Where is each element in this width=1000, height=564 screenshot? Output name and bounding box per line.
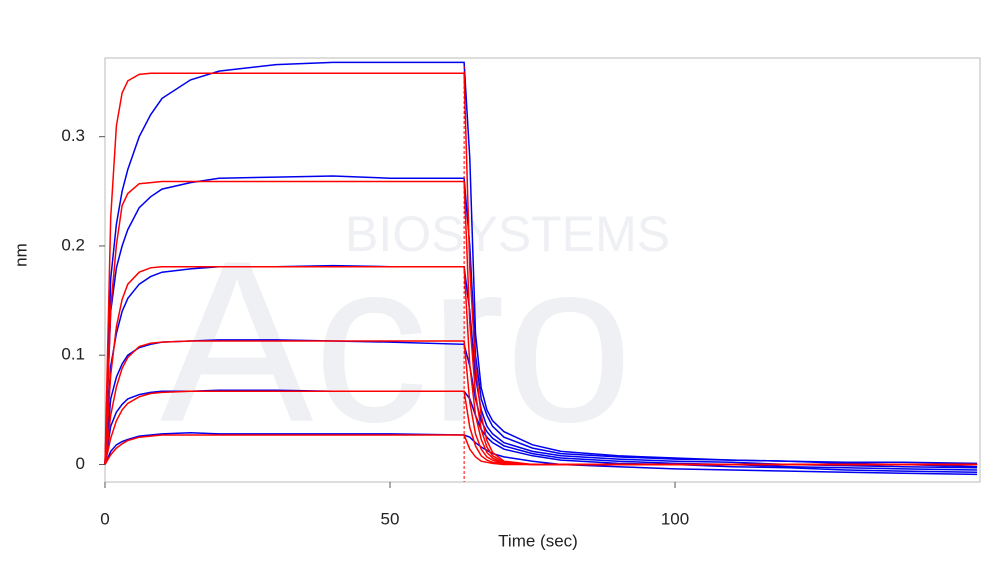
watermark-text: BIOSYSTEMS [345,206,670,262]
x-tick-label: 100 [661,509,689,528]
y-tick-label: 0 [76,454,85,473]
x-tick-label: 0 [100,509,109,528]
y-tick-label: 0.3 [61,126,85,145]
y-tick-label: 0.1 [61,345,85,364]
x-tick-label: 50 [381,509,400,528]
series-line [104,432,978,476]
y-tick-label: 0.2 [61,235,85,254]
x-axis-label: Time (sec) [498,531,578,550]
y-axis-label: nm [11,243,30,267]
series-line [104,434,978,466]
plot-frame [104,57,981,483]
